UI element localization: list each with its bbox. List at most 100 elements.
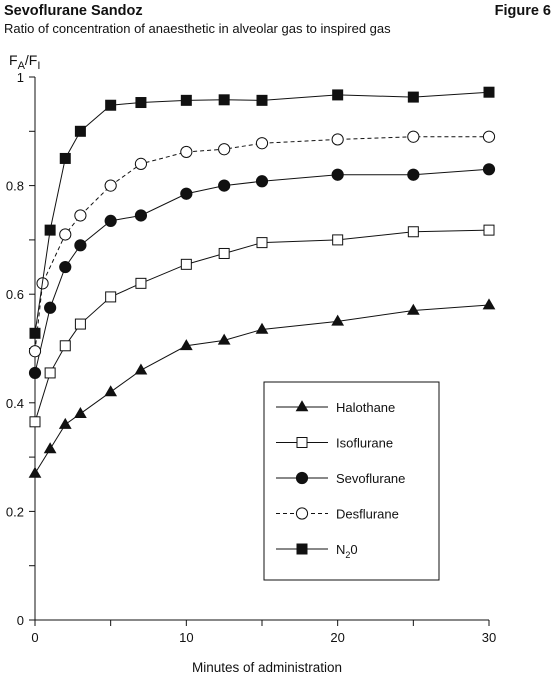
legend-marker — [296, 437, 308, 448]
data-point-desflurane — [218, 143, 231, 156]
legend-label-text: Sevoflurane — [336, 471, 405, 486]
y-tick-label: 0.8 — [6, 179, 24, 194]
y-axis-label-part: I — [37, 60, 40, 72]
data-point-isoflurane — [59, 340, 71, 352]
data-point-isoflurane — [180, 258, 192, 270]
data-point-halothane — [482, 298, 496, 310]
data-point-sevoflurane — [74, 239, 87, 252]
data-point-sevoflurane — [44, 301, 57, 314]
data-point-n20 — [29, 327, 41, 339]
data-point-isoflurane — [44, 367, 56, 379]
series-n20 — [29, 86, 495, 339]
legend-label-text: Isoflurane — [336, 436, 393, 451]
y-axis-label-part: /F — [25, 52, 37, 68]
data-point-isoflurane — [332, 234, 344, 246]
data-point-desflurane — [134, 157, 148, 170]
legend-marker — [295, 471, 309, 485]
data-point-n20 — [407, 91, 419, 103]
y-tick-label: 0.2 — [6, 504, 24, 519]
data-point-sevoflurane — [331, 168, 344, 181]
legend-item-halothane: Halothane — [276, 400, 395, 415]
legend: Halothane Isoflurane Sevoflurane Desflurane… — [263, 381, 440, 581]
series-isoflurane — [29, 224, 495, 428]
x-axis-label: Minutes of administration — [192, 660, 342, 675]
y-axis-label: FA/FI — [9, 52, 40, 72]
data-point-sevoflurane — [180, 187, 193, 200]
data-point-n20 — [256, 94, 268, 106]
data-point-isoflurane — [74, 318, 86, 330]
data-point-halothane — [28, 466, 42, 478]
chart-subtitle: Ratio of concentration of anaesthetic in… — [4, 21, 391, 36]
series-halothane — [28, 298, 496, 478]
data-point-halothane — [134, 363, 148, 375]
x-tick-label: 30 — [482, 630, 496, 645]
data-point-n20 — [218, 94, 230, 106]
data-point-isoflurane — [256, 237, 268, 249]
data-point-halothane — [179, 339, 193, 351]
y-axis-label-part: A — [18, 60, 26, 72]
legend-item-desflurane: Desflurane — [276, 507, 399, 522]
data-point-desflurane — [255, 137, 269, 150]
series-sevoflurane — [28, 163, 496, 380]
data-point-isoflurane — [105, 291, 117, 303]
data-point-desflurane — [407, 130, 420, 143]
series-layer — [28, 86, 496, 478]
data-point-isoflurane — [483, 224, 495, 236]
data-point-n20 — [180, 94, 192, 106]
data-point-desflurane — [59, 228, 72, 241]
y-tick-label: 0 — [17, 613, 24, 628]
data-point-n20 — [74, 125, 86, 137]
legend-box — [263, 381, 440, 581]
data-point-halothane — [58, 417, 72, 429]
data-point-sevoflurane — [218, 179, 231, 192]
data-point-sevoflurane — [407, 168, 420, 181]
legend-item-isoflurane: Isoflurane — [276, 436, 393, 451]
legend-label: Halothane — [336, 400, 395, 415]
legend-label-text: N — [336, 542, 345, 557]
data-point-halothane — [406, 303, 420, 315]
data-point-desflurane — [104, 179, 117, 192]
data-point-isoflurane — [218, 247, 230, 259]
series-line-sevoflurane — [34, 168, 490, 374]
legend-label-subscript: 2 — [345, 550, 350, 560]
data-point-sevoflurane — [255, 175, 269, 188]
data-point-halothane — [331, 314, 345, 326]
data-point-isoflurane — [407, 226, 419, 238]
legend-label: Isoflurane — [336, 436, 393, 451]
figure-label: Figure 6 — [494, 3, 551, 19]
data-point-sevoflurane — [134, 209, 148, 222]
data-point-desflurane — [180, 145, 193, 159]
data-point-halothane — [255, 322, 269, 334]
data-point-halothane — [104, 385, 118, 397]
data-point-isoflurane — [29, 416, 41, 428]
data-point-n20 — [44, 224, 56, 236]
y-tick-label: 0.6 — [6, 287, 24, 302]
data-point-desflurane — [28, 345, 42, 358]
data-point-halothane — [74, 406, 87, 418]
legend-label-text: Desflurane — [336, 507, 399, 522]
data-point-halothane — [43, 442, 57, 454]
data-point-n20 — [135, 97, 147, 109]
data-point-n20 — [59, 152, 71, 164]
data-point-isoflurane — [135, 277, 147, 289]
data-point-n20 — [105, 99, 117, 111]
legend-label: Sevoflurane — [336, 471, 405, 486]
legend-label-text: Halothane — [336, 400, 395, 415]
legend-marker — [296, 543, 308, 555]
legend-marker — [295, 507, 309, 520]
legend-label-suffix: 0 — [350, 542, 357, 557]
legend-item-sevoflurane: Sevoflurane — [276, 471, 405, 486]
series-desflurane — [28, 130, 496, 358]
data-point-sevoflurane — [59, 260, 72, 274]
x-tick-label: 0 — [31, 630, 38, 645]
legend-label: N20 — [336, 542, 358, 560]
data-point-n20 — [332, 89, 344, 101]
x-tick-label: 20 — [330, 630, 344, 645]
x-tick-label: 10 — [179, 630, 193, 645]
y-axis-label-part: F — [9, 52, 18, 68]
data-point-desflurane — [331, 133, 344, 146]
data-point-sevoflurane — [482, 163, 496, 176]
y-tick-label: 0.4 — [6, 396, 24, 411]
y-tick-label: 1 — [17, 70, 24, 85]
